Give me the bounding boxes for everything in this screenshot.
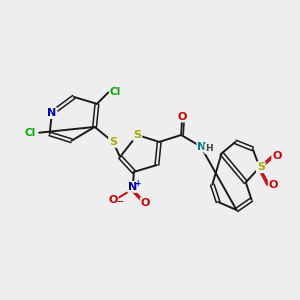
Text: H: H: [205, 144, 213, 153]
Text: O: O: [141, 198, 150, 208]
Text: +: +: [134, 179, 140, 188]
Text: Cl: Cl: [110, 87, 121, 97]
Text: S: S: [133, 130, 141, 140]
Text: N: N: [128, 182, 137, 192]
Text: O: O: [108, 195, 118, 205]
Text: N: N: [47, 108, 56, 118]
Text: Cl: Cl: [24, 128, 36, 138]
Text: −: −: [116, 197, 124, 206]
Text: S: S: [257, 162, 265, 172]
Text: O: O: [269, 180, 278, 190]
Text: O: O: [272, 151, 282, 161]
Text: O: O: [178, 112, 187, 122]
Text: N: N: [197, 142, 206, 152]
Text: S: S: [109, 137, 117, 147]
